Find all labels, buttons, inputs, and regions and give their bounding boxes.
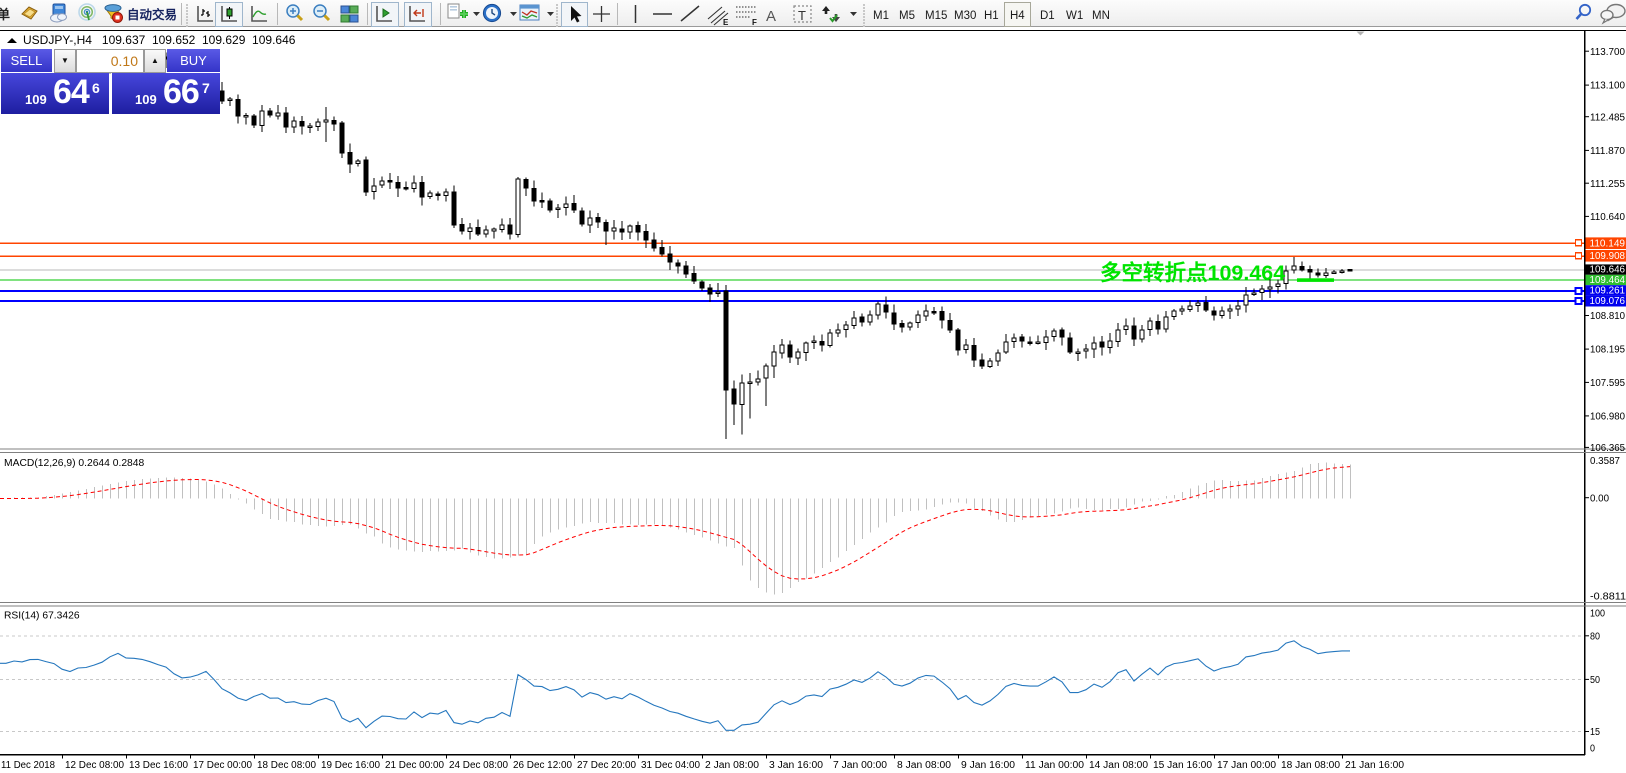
svg-text:多空转折点109.464: 多空转折点109.464 [1100,260,1285,285]
svg-text:106.980: 106.980 [1590,412,1626,423]
svg-text:自动交易: 自动交易 [127,7,177,22]
svg-text:M5: M5 [899,10,915,22]
svg-text:113.100: 113.100 [1590,81,1626,92]
svg-text:17 Dec 00:00: 17 Dec 00:00 [193,760,253,771]
svg-text:7 Jan 00:00: 7 Jan 00:00 [833,760,888,771]
svg-text:111.870: 111.870 [1590,146,1626,157]
svg-text:M1: M1 [873,10,889,22]
svg-text:27 Dec 20:00: 27 Dec 20:00 [577,760,637,771]
svg-text:E: E [723,18,729,27]
svg-text:13 Dec 16:00: 13 Dec 16:00 [129,760,189,771]
svg-text:0.3587: 0.3587 [1590,456,1620,467]
svg-text:100: 100 [1590,609,1605,620]
svg-text:19 Dec 16:00: 19 Dec 16:00 [321,760,381,771]
svg-text:24 Dec 08:00: 24 Dec 08:00 [449,760,509,771]
svg-text:110.640: 110.640 [1590,212,1626,223]
svg-text:109.464: 109.464 [1590,275,1626,286]
svg-text:H1: H1 [984,10,999,22]
svg-text:110.149: 110.149 [1590,239,1626,250]
svg-text:31 Dec 04:00: 31 Dec 04:00 [641,760,701,771]
svg-text:109.261: 109.261 [1590,286,1626,297]
svg-text:109.646: 109.646 [1590,264,1626,275]
svg-text:12 Dec 08:00: 12 Dec 08:00 [65,760,125,771]
svg-text:11 Dec 2018: 11 Dec 2018 [1,760,56,771]
svg-text:0: 0 [1590,744,1596,755]
svg-text:RSI(14) 67.3426: RSI(14) 67.3426 [4,611,80,622]
svg-text:26 Dec 12:00: 26 Dec 12:00 [513,760,573,771]
svg-text:0.00: 0.00 [1590,493,1610,504]
svg-text:107.595: 107.595 [1590,378,1626,389]
svg-text:17 Jan 00:00: 17 Jan 00:00 [1217,760,1277,771]
svg-text:80: 80 [1590,631,1600,642]
svg-text:18 Jan 08:00: 18 Jan 08:00 [1281,760,1341,771]
svg-text:111.255: 111.255 [1590,179,1626,190]
svg-text:MACD(12,26,9) 0.2644 0.2848: MACD(12,26,9) 0.2644 0.2848 [4,458,145,469]
svg-text:D1: D1 [1040,10,1055,22]
svg-text:8 Jan 08:00: 8 Jan 08:00 [897,760,952,771]
svg-text:21 Dec 00:00: 21 Dec 00:00 [385,760,445,771]
svg-text:50: 50 [1590,675,1600,686]
svg-text:F: F [752,18,757,27]
svg-text:W1: W1 [1066,10,1083,22]
svg-text:A: A [766,8,776,25]
svg-text:109.076: 109.076 [1590,296,1626,307]
svg-text:109.908: 109.908 [1590,251,1626,262]
svg-text:18 Dec 08:00: 18 Dec 08:00 [257,760,317,771]
svg-text:108.810: 108.810 [1590,311,1626,322]
svg-text:113.700: 113.700 [1590,47,1626,58]
svg-text:108.195: 108.195 [1590,345,1626,356]
svg-text:14 Jan 08:00: 14 Jan 08:00 [1089,760,1149,771]
svg-text:15 Jan 16:00: 15 Jan 16:00 [1153,760,1213,771]
svg-text:2 Jan 08:00: 2 Jan 08:00 [705,760,760,771]
svg-text:T: T [798,8,806,23]
svg-text:H4: H4 [1010,10,1025,22]
svg-text:11 Jan 00:00: 11 Jan 00:00 [1025,760,1085,771]
svg-text:M15: M15 [925,10,947,22]
svg-text:-0.8811: -0.8811 [1590,591,1626,602]
svg-text:106.365: 106.365 [1590,443,1626,454]
svg-text:3 Jan 16:00: 3 Jan 16:00 [769,760,824,771]
svg-text:9 Jan 16:00: 9 Jan 16:00 [961,760,1016,771]
svg-text:MN: MN [1092,10,1110,22]
svg-text:M30: M30 [954,10,976,22]
svg-text:15: 15 [1590,727,1600,738]
svg-text:单: 单 [0,7,10,22]
svg-text:112.485: 112.485 [1590,112,1626,123]
svg-text:21 Jan 16:00: 21 Jan 16:00 [1345,760,1405,771]
